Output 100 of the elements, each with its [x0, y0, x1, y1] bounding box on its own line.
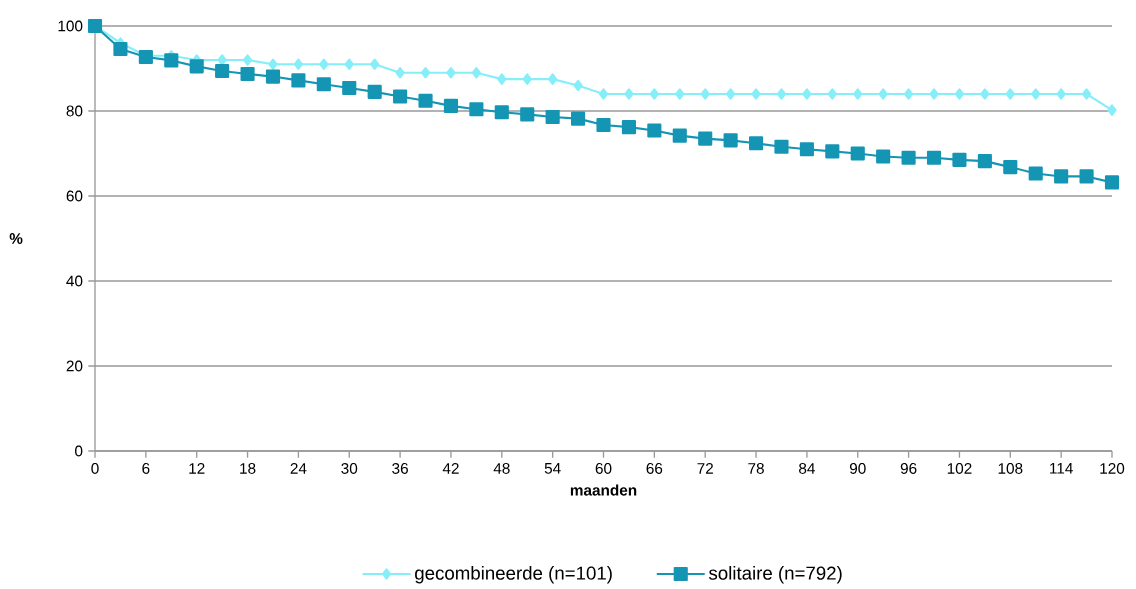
point	[1082, 88, 1092, 100]
y-tick-label: 100	[58, 20, 83, 32]
x-tick-label: 36	[392, 463, 408, 474]
point	[548, 73, 558, 85]
point	[649, 88, 659, 100]
point	[1031, 88, 1041, 100]
point	[113, 41, 128, 57]
point	[802, 88, 812, 100]
y-tick-label: 40	[66, 275, 83, 287]
point	[776, 88, 787, 100]
point	[954, 88, 965, 100]
point	[980, 88, 990, 100]
x-tick-label: 108	[998, 463, 1023, 474]
x-tick-label: 90	[849, 463, 866, 474]
point	[573, 79, 583, 92]
x-tick-label: 0	[91, 463, 99, 474]
point	[367, 84, 382, 99]
point	[672, 128, 687, 143]
x-tick-label: 48	[493, 463, 510, 474]
point	[1054, 169, 1069, 184]
x-tick-label: 30	[341, 463, 358, 474]
point	[291, 73, 306, 88]
point	[164, 53, 179, 68]
point	[799, 142, 814, 157]
point	[1005, 88, 1015, 100]
point	[624, 88, 634, 100]
point	[189, 59, 204, 74]
point	[240, 66, 255, 82]
point	[698, 131, 713, 146]
x-tick-label: 60	[595, 463, 612, 474]
point	[420, 67, 431, 79]
point	[471, 67, 481, 79]
legend-label: solitaire (n=792)	[709, 566, 842, 584]
point	[1104, 175, 1120, 190]
y-tick-label: 20	[66, 360, 83, 372]
point	[700, 88, 710, 100]
point	[929, 88, 939, 100]
point	[319, 58, 329, 70]
point	[853, 88, 863, 100]
point	[596, 117, 611, 133]
y-tick-label: 80	[66, 105, 83, 117]
point	[494, 105, 509, 120]
point	[497, 73, 507, 85]
legend-label: gecombineerde (n=101)	[415, 566, 612, 584]
y-axis-title: %	[9, 233, 23, 244]
point	[1079, 169, 1094, 184]
point	[878, 88, 888, 100]
point	[774, 139, 789, 154]
point	[952, 152, 967, 167]
x-tick-label: 102	[947, 463, 972, 474]
point	[825, 144, 840, 159]
point	[647, 123, 662, 138]
point	[520, 107, 535, 122]
point	[1056, 88, 1066, 100]
point	[901, 150, 916, 165]
point	[621, 120, 636, 135]
point	[748, 136, 764, 151]
point	[265, 69, 281, 84]
point	[751, 88, 761, 100]
x-tick-label: 24	[290, 463, 307, 474]
point	[418, 93, 433, 108]
point	[469, 102, 484, 117]
point	[242, 54, 253, 66]
point	[344, 58, 354, 70]
x-tick-label: 78	[748, 463, 764, 474]
point	[1028, 166, 1043, 181]
point	[876, 149, 891, 164]
x-tick-label: 54	[544, 463, 561, 474]
y-tick-label: 60	[66, 190, 83, 202]
point	[545, 109, 560, 125]
point	[723, 133, 738, 148]
x-tick-label: 120	[1100, 463, 1125, 474]
x-tick-label: 12	[189, 463, 205, 474]
point	[393, 89, 408, 104]
x-tick-label: 84	[799, 463, 815, 474]
point	[446, 67, 456, 79]
point	[827, 88, 837, 100]
point	[726, 88, 736, 100]
x-tick-label: 96	[900, 463, 917, 474]
point	[675, 88, 685, 100]
point	[571, 111, 586, 126]
point	[1107, 104, 1117, 116]
point	[268, 58, 278, 70]
point	[316, 77, 331, 92]
x-axis-title: maanden	[570, 484, 637, 496]
point	[395, 67, 405, 79]
x-tick-label: 18	[240, 463, 256, 474]
y-tick-label: 0	[75, 445, 83, 457]
point	[850, 146, 865, 161]
x-tick-label: 6	[142, 463, 150, 474]
point	[522, 73, 532, 85]
point	[443, 98, 459, 113]
point	[293, 58, 303, 70]
point	[1003, 160, 1018, 175]
point	[370, 58, 380, 70]
x-tick-label: 114	[1050, 463, 1073, 474]
point	[904, 88, 914, 100]
x-tick-label: 72	[697, 463, 713, 474]
point	[215, 63, 230, 79]
x-tick-label: 66	[646, 463, 663, 474]
